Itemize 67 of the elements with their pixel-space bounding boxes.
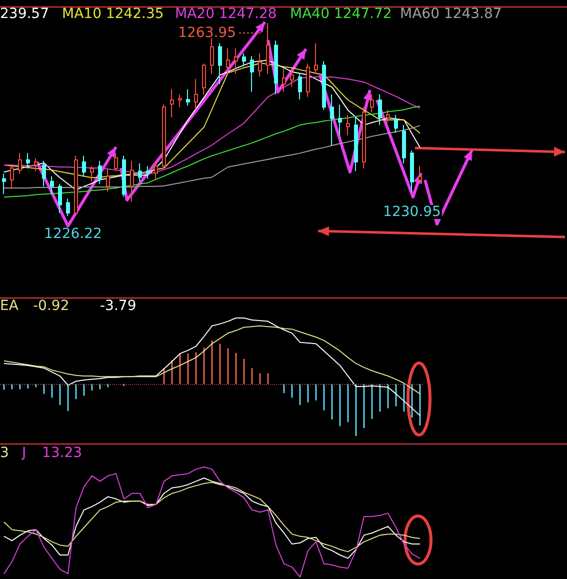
candlestick (290, 68, 294, 88)
text: MA40 1247.72 (290, 6, 392, 22)
candlestick (378, 94, 382, 126)
candlestick (66, 198, 70, 216)
candlestick (418, 165, 422, 184)
candlestick (178, 94, 182, 108)
text: J (21, 445, 26, 461)
candlestick (42, 160, 46, 187)
candlestick (106, 168, 110, 192)
candlestick (394, 114, 398, 134)
candlestick (74, 155, 78, 216)
candlestick (282, 68, 286, 92)
candlestick (130, 160, 134, 202)
candlestick (362, 106, 366, 170)
candlestick (114, 152, 118, 172)
candlestick (122, 155, 126, 198)
text: MA60 1243.87 (400, 6, 502, 22)
candlestick (138, 162, 142, 182)
candlestick (50, 176, 54, 195)
candlestick (306, 63, 310, 98)
candlestick (242, 52, 246, 67)
candlestick (226, 48, 230, 74)
candlestick (202, 63, 206, 95)
candlestick (410, 150, 414, 192)
candlestick (10, 165, 14, 190)
text: 239.57 (0, 6, 49, 22)
candlestick (162, 104, 166, 170)
candlestick (58, 183, 62, 214)
candlestick (26, 152, 30, 170)
candlestick (314, 42, 318, 74)
candlestick (218, 42, 222, 85)
candlestick (82, 155, 86, 177)
candlestick (186, 88, 190, 106)
text: -0.92 (33, 298, 70, 314)
candlestick (370, 94, 374, 113)
candlestick (266, 22, 270, 74)
candlestick (386, 109, 390, 123)
candlestick (210, 38, 214, 74)
candlestick (98, 160, 102, 184)
candlestick (250, 55, 254, 92)
candlestick (274, 40, 278, 95)
candlestick (354, 116, 358, 172)
text: -3.79 (100, 298, 136, 314)
candlestick (18, 152, 22, 174)
candlestick (90, 165, 94, 182)
candlestick (234, 48, 238, 74)
annotation: 1263.95 (178, 25, 236, 41)
text: MA10 1242.35 (62, 6, 164, 22)
candlestick (154, 160, 158, 180)
candlestick (34, 158, 38, 172)
candlestick (346, 114, 350, 136)
candlestick (258, 52, 262, 77)
text: MA20 1247.28 (175, 6, 277, 22)
candlestick (146, 165, 150, 180)
candlestick (298, 73, 302, 100)
text: 3 (0, 445, 9, 461)
candlestick (330, 94, 334, 146)
candlestick (338, 104, 342, 136)
candlestick (402, 124, 406, 164)
candlestick (194, 78, 198, 110)
candlestick (2, 173, 6, 195)
candlestick (322, 60, 326, 110)
text: EA (0, 298, 19, 314)
text: 13.23 (42, 445, 82, 461)
text: 1226.22 (44, 226, 102, 242)
annotation: 1230.95 (383, 204, 441, 220)
candlestick (170, 88, 174, 118)
